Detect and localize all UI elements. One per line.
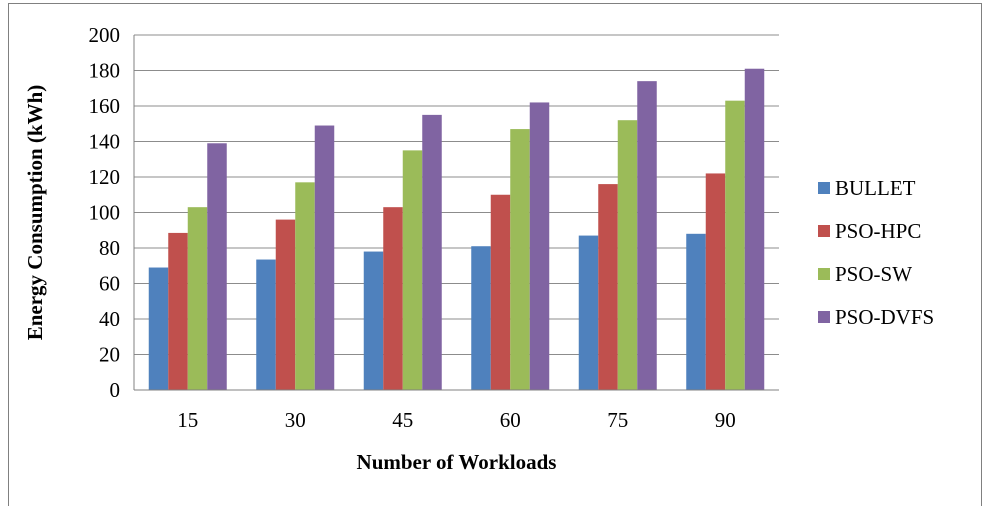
- bar-pso-dvfs-90: [744, 68, 765, 390]
- y-tick-label: 140: [89, 130, 121, 154]
- x-tick-label: 90: [715, 408, 736, 432]
- bar-pso-sw-45: [402, 150, 423, 390]
- legend-swatch-bullet: [818, 182, 830, 194]
- chart-frame: [8, 3, 982, 506]
- bar-pso-hpc-90: [705, 173, 726, 390]
- legend-swatch-pso-hpc: [818, 225, 830, 237]
- bar-bullet-60: [471, 246, 491, 390]
- bar-bullet-45: [363, 251, 384, 390]
- y-tick-labels: 0 20 40 60 80 100 120 140 160 180 200: [89, 23, 121, 402]
- bar-pso-hpc-45: [383, 207, 403, 390]
- legend-swatch-pso-dvfs: [818, 311, 830, 323]
- x-axis-title: Number of Workloads: [357, 450, 557, 474]
- y-tick-label: 180: [89, 59, 121, 83]
- bar-pso-hpc-60: [490, 194, 511, 390]
- bar-pso-sw-60: [510, 129, 530, 390]
- y-tick-label: 100: [89, 201, 121, 225]
- y-tick-label: 120: [89, 165, 121, 189]
- x-tick-label: 15: [177, 408, 198, 432]
- bar-pso-hpc-75: [598, 184, 618, 390]
- y-axis-title: Energy Consumption (kWh): [23, 85, 47, 341]
- y-tick-label: 20: [99, 343, 120, 367]
- legend-label: PSO-SW: [835, 262, 912, 286]
- bar-pso-dvfs-45: [422, 114, 442, 390]
- x-tick-label: 45: [392, 408, 413, 432]
- bar-pso-hpc-15: [168, 232, 188, 390]
- bar-pso-dvfs-30: [314, 125, 335, 391]
- gridlines: [134, 34, 779, 355]
- x-tick-label: 30: [285, 408, 306, 432]
- y-tick-label: 60: [99, 272, 120, 296]
- y-tick-label: 80: [99, 236, 120, 260]
- legend-swatch-pso-sw: [818, 268, 830, 280]
- x-tick-label: 60: [500, 408, 521, 432]
- y-tick-label: 200: [89, 23, 121, 47]
- bar-bullet-30: [256, 259, 276, 390]
- y-tick-label: 40: [99, 307, 120, 331]
- bar-bullet-75: [578, 235, 599, 390]
- bars: [148, 68, 765, 391]
- bar-bullet-90: [686, 233, 706, 390]
- x-tick-labels: 15 30 45 60 75 90: [177, 408, 736, 432]
- legend-label: PSO-HPC: [835, 219, 921, 243]
- bar-pso-sw-75: [617, 120, 638, 390]
- x-tick-label: 75: [607, 408, 628, 432]
- bar-pso-hpc-30: [275, 219, 296, 390]
- bar-pso-sw-30: [295, 182, 315, 390]
- legend-label: PSO-DVFS: [835, 305, 934, 329]
- legend: BULLET PSO-HPC PSO-SW PSO-DVFS: [818, 176, 934, 329]
- bar-bullet-15: [148, 267, 169, 390]
- legend-label: BULLET: [835, 176, 916, 200]
- bar-pso-sw-15: [187, 207, 208, 390]
- y-tick-label: 160: [89, 94, 121, 118]
- bar-pso-dvfs-15: [207, 143, 227, 390]
- y-tick-label: 0: [110, 378, 121, 402]
- bar-pso-sw-90: [725, 100, 745, 391]
- bar-pso-dvfs-75: [637, 81, 657, 391]
- bar-pso-dvfs-60: [529, 102, 550, 390]
